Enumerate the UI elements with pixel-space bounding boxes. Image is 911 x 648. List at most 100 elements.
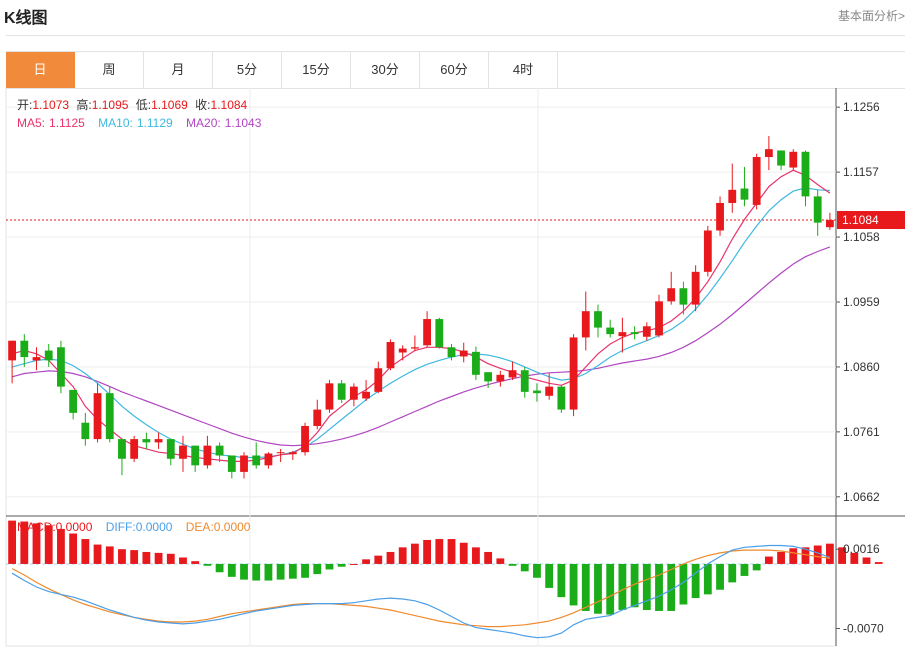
- candle: [203, 435, 212, 469]
- candle: [154, 432, 163, 449]
- candle: [32, 347, 41, 371]
- candle: [825, 212, 834, 230]
- candle-body: [496, 374, 505, 382]
- candle-body: [252, 455, 261, 466]
- candle: [130, 435, 139, 463]
- price-tick-label: 1.1058: [843, 230, 880, 244]
- macd-bar: [691, 563, 700, 599]
- candle-body: [410, 347, 419, 349]
- candle-body: [215, 445, 224, 456]
- macd-bar: [240, 563, 248, 580]
- candle: [777, 150, 785, 171]
- macd-bar: [410, 543, 419, 564]
- candle: [435, 317, 444, 349]
- candle: [545, 373, 554, 400]
- moving-average-lines: [11, 169, 831, 462]
- macd-bar: [569, 563, 578, 606]
- macd-bars: [6, 520, 883, 615]
- macd-bar: [557, 563, 566, 598]
- candle-body: [545, 386, 554, 396]
- tab-month[interactable]: 月: [144, 52, 213, 88]
- candle: [362, 380, 370, 402]
- candle-body: [472, 351, 480, 375]
- macd-bar: [118, 549, 126, 564]
- macd-bar: [862, 557, 871, 564]
- candle: [557, 385, 566, 413]
- candle-body: [118, 439, 126, 459]
- candle-body: [423, 319, 432, 346]
- macd-bar: [484, 551, 493, 564]
- price-tick-label: 1.1157: [843, 165, 879, 179]
- candle-body: [398, 348, 407, 353]
- candle: [264, 452, 273, 469]
- tab-60min[interactable]: 60分: [420, 52, 489, 88]
- macd-bar: [32, 523, 41, 564]
- period-tabs: 日 周 月 5分 15分 30分 60分 4时: [6, 51, 905, 89]
- candle: [301, 422, 309, 456]
- macd-bar: [679, 563, 688, 605]
- candle: [227, 455, 236, 479]
- candle-body: [288, 452, 297, 455]
- macd-bar: [789, 548, 798, 564]
- candle: [337, 380, 346, 404]
- candle-body: [93, 393, 102, 440]
- macd-legend: MACD:0.0000 DIFF:0.0000 DEA:0.0000: [17, 520, 251, 534]
- price-tick-label: 1.0761: [843, 425, 880, 439]
- macd-bar: [874, 562, 883, 564]
- candle-body: [179, 445, 187, 459]
- tab-15min[interactable]: 15分: [282, 52, 351, 88]
- macd-bar: [496, 558, 505, 564]
- ma5-line: [11, 169, 831, 462]
- candle: [520, 366, 529, 398]
- candle-body: [313, 409, 322, 426]
- candle: [764, 136, 773, 171]
- macd-bar: [398, 547, 407, 564]
- fundamental-analysis-link[interactable]: 基本面分析>: [837, 9, 905, 23]
- tab-day[interactable]: 日: [6, 52, 75, 88]
- candle: [655, 294, 663, 338]
- candle-body: [240, 455, 248, 472]
- candle-body: [569, 337, 578, 410]
- candle-body: [740, 188, 749, 200]
- candle-body: [642, 326, 651, 337]
- macd-bar: [166, 553, 175, 564]
- candle: [142, 432, 151, 449]
- tab-5min[interactable]: 5分: [213, 52, 282, 88]
- tab-week[interactable]: 周: [75, 52, 144, 88]
- candle-body: [764, 149, 773, 158]
- macd-bar: [716, 563, 724, 590]
- candle-body: [227, 455, 236, 472]
- macd-bar: [130, 550, 139, 564]
- macd-bar: [325, 563, 334, 570]
- price-tick-label: 1.1256: [843, 100, 880, 114]
- macd-bar: [728, 563, 737, 583]
- candle: [179, 435, 187, 472]
- macd-bar: [459, 542, 468, 564]
- macd-bar: [142, 551, 151, 564]
- current-price-badge: [837, 211, 905, 230]
- macd-bar: [288, 563, 297, 579]
- price-axis: 1.1256 1.1157 1.1058 1.0959 1.0860 1.0761 1.06…: [836, 100, 905, 635]
- candle: [508, 361, 517, 381]
- candle: [789, 149, 798, 171]
- macd-bar: [740, 563, 749, 576]
- candle: [20, 334, 29, 367]
- kline-chart[interactable]: 1.1256 1.1157 1.1058 1.0959 1.0860 1.0761 1.06…: [0, 88, 911, 648]
- candle: [398, 345, 407, 361]
- candle: [240, 452, 248, 479]
- tab-4hour[interactable]: 4时: [489, 52, 558, 88]
- candle-body: [508, 370, 517, 378]
- candle: [349, 383, 358, 407]
- macd-bar: [703, 563, 712, 595]
- candle-body: [618, 332, 627, 337]
- macd-bar: [801, 547, 810, 564]
- macd-bar: [374, 555, 383, 564]
- macd-bar: [44, 525, 53, 564]
- macd-bar: [349, 563, 358, 565]
- candle-body: [484, 372, 493, 382]
- macd-bar: [813, 545, 822, 564]
- candle: [93, 383, 102, 443]
- tab-30min[interactable]: 30分: [351, 52, 420, 88]
- macd-tick-label: 0.0016: [843, 542, 880, 556]
- candle: [447, 343, 456, 361]
